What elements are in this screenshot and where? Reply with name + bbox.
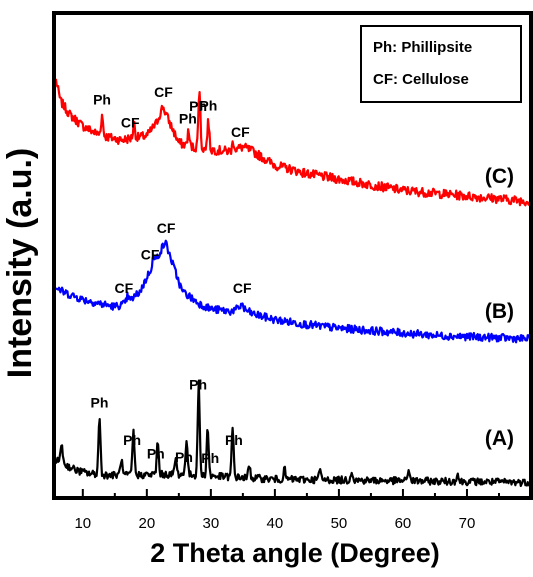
x-axis-label: 2 Theta angle (Degree) [150,538,440,568]
peak-label-ph-3: Ph [179,110,197,126]
y-axis-label: Intensity (a.u.) [1,147,39,379]
x-tick-label-60: 60 [395,515,412,532]
peak-label-ph-14: Ph [175,449,193,465]
series-layer [54,78,532,487]
x-tick-label-20: 20 [138,515,155,532]
legend-entry-ph: Ph: Phillipsite [373,39,472,56]
series-line-c [54,78,532,207]
series-label-a: (A) [485,427,514,450]
peak-label-ph-11: Ph [91,395,109,411]
peak-label-cf-8: CF [141,247,160,263]
series-label-c: (C) [485,165,514,188]
peak-label-cf-7: CF [114,280,133,296]
x-tick-label-30: 30 [203,515,220,532]
legend: Ph: Phillipsite CF: Cellulose [360,25,522,103]
peak-label-ph-17: Ph [225,432,243,448]
series-label-b: (B) [485,300,514,323]
peak-label-ph-13: Ph [147,446,165,462]
series-line-b [55,239,532,344]
x-tick-label-40: 40 [267,515,284,532]
legend-entry-cf: CF: Cellulose [373,71,469,88]
x-tick-label-50: 50 [331,515,348,532]
tick-layer: 10 20 30 40 50 60 70 [74,489,500,532]
peak-label-ph-0: Ph [93,92,111,108]
peak-label-cf-1: CF [121,115,140,131]
peak-label-cf-6: CF [231,124,250,140]
series-line-a [54,379,532,487]
peak-label-ph-5: Ph [199,97,217,113]
peak-label-ph-12: Ph [123,432,141,448]
x-tick-label-10: 10 [74,515,91,532]
legend-box [360,25,522,103]
peak-label-ph-4: Ph [189,98,207,114]
peak-label-cf-9: CF [157,220,176,236]
peak-label-cf-2: CF [154,84,173,100]
peak-label-ph-15: Ph [189,376,207,392]
peak-label-cf-10: CF [233,280,252,296]
x-tick-label-70: 70 [459,515,476,532]
peak-label-ph-16: Ph [201,450,219,466]
plot-frame [52,11,533,500]
